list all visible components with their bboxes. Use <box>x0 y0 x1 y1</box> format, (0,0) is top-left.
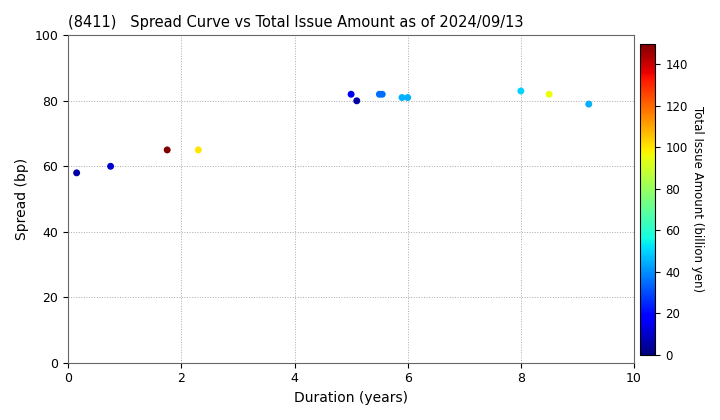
Point <box>515 88 526 94</box>
Point <box>544 91 555 97</box>
Text: (8411)   Spread Curve vs Total Issue Amount as of 2024/09/13: (8411) Spread Curve vs Total Issue Amoun… <box>68 15 523 30</box>
Point <box>396 94 408 101</box>
Point <box>346 91 357 97</box>
Point <box>192 147 204 153</box>
Point <box>583 101 595 108</box>
Point <box>71 170 82 176</box>
Point <box>374 91 385 97</box>
Point <box>161 147 173 153</box>
X-axis label: Duration (years): Duration (years) <box>294 391 408 405</box>
Y-axis label: Spread (bp): Spread (bp) <box>15 158 29 240</box>
Y-axis label: Total Issue Amount (billion yen): Total Issue Amount (billion yen) <box>691 106 704 292</box>
Point <box>105 163 117 170</box>
Point <box>351 97 362 104</box>
Point <box>402 94 413 101</box>
Point <box>377 91 388 97</box>
